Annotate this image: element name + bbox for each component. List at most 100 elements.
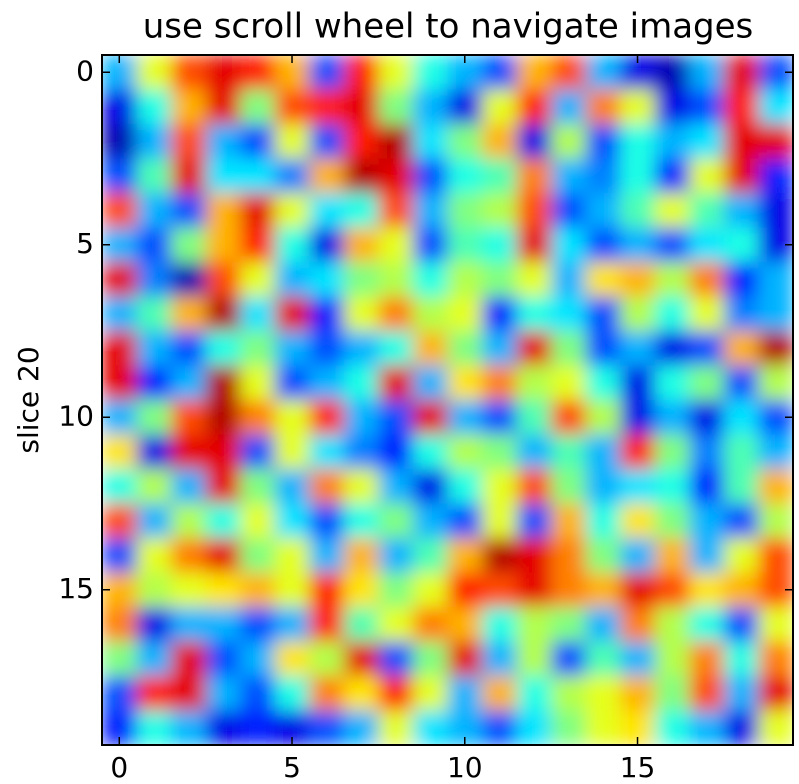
- heatmap-cell: [620, 296, 656, 332]
- heatmap-cell: [585, 710, 621, 745]
- heatmap-cell: [343, 572, 379, 608]
- heatmap-cell: [482, 89, 518, 125]
- heatmap-cell: [274, 262, 310, 298]
- heatmap-cell: [309, 607, 345, 643]
- heatmap-cell: [240, 158, 276, 194]
- heatmap-cell: [654, 124, 690, 160]
- heatmap-cell: [585, 538, 621, 574]
- heatmap-cell: [689, 365, 725, 401]
- heatmap-cell: [758, 503, 793, 539]
- heatmap-cell: [309, 227, 345, 263]
- heatmap-cell: [274, 503, 310, 539]
- heatmap-cell: [447, 469, 483, 505]
- heatmap-cell: [274, 434, 310, 470]
- heatmap-cell: [551, 158, 587, 194]
- heatmap-cell: [620, 503, 656, 539]
- heatmap-cell: [274, 124, 310, 160]
- heatmap-cell: [102, 89, 138, 125]
- heatmap-cell: [171, 676, 207, 712]
- heatmap-cell: [723, 296, 760, 332]
- heatmap-cell: [447, 124, 483, 160]
- heatmap-cell: [412, 89, 449, 125]
- heatmap-cell: [585, 124, 621, 160]
- heatmap-cell: [343, 158, 379, 194]
- heatmap-cell: [447, 434, 483, 470]
- heatmap-cell: [516, 503, 552, 539]
- image-area: [102, 55, 793, 745]
- heatmap-cell: [205, 434, 241, 470]
- heatmap-cell: [551, 365, 587, 401]
- heatmap-cell: [516, 469, 552, 505]
- heatmap-cell: [482, 124, 518, 160]
- heatmap-cell: [378, 89, 414, 125]
- heatmap-cell: [378, 538, 414, 574]
- heatmap-cell: [723, 503, 760, 539]
- heatmap-cell: [723, 89, 760, 125]
- heatmap-cell: [343, 676, 379, 712]
- heatmap-cell: [240, 710, 276, 745]
- heatmap-cell: [343, 538, 379, 574]
- heatmap-cell: [343, 503, 379, 539]
- heatmap-cell: [689, 331, 725, 367]
- heatmap-cell: [205, 607, 241, 643]
- heatmap-cell: [240, 193, 276, 229]
- heatmap-cell: [620, 227, 656, 263]
- heatmap-cell: [274, 365, 310, 401]
- y-tick-label: 10: [58, 399, 94, 432]
- heatmap-cell: [758, 89, 793, 125]
- heatmap-cell: [309, 262, 345, 298]
- heatmap-cell: [723, 572, 760, 608]
- heatmap-cell: [274, 400, 310, 436]
- heatmap-cell: [171, 434, 207, 470]
- heatmap-cell: [689, 503, 725, 539]
- heatmap-cell: [516, 331, 552, 367]
- heatmap-cell: [240, 469, 276, 505]
- heatmap-cell: [689, 434, 725, 470]
- heatmap-cell: [274, 641, 310, 677]
- heatmap-cell: [309, 676, 345, 712]
- heatmap-cell: [378, 262, 414, 298]
- heatmap-cell: [516, 296, 552, 332]
- heatmap-cell: [689, 89, 725, 125]
- heatmap-cell: [516, 607, 552, 643]
- heatmap-cell: [689, 607, 725, 643]
- heatmap-cell: [136, 227, 172, 263]
- heatmap-cell: [516, 262, 552, 298]
- heatmap-cell: [551, 331, 587, 367]
- heatmap-cell: [654, 538, 690, 574]
- axes-frame: [101, 54, 794, 746]
- heatmap-cell: [482, 503, 518, 539]
- heatmap-cell: [412, 572, 449, 608]
- heatmap-cell: [412, 710, 449, 745]
- heatmap-cell: [309, 89, 345, 125]
- heatmap-cell: [654, 262, 690, 298]
- heatmap-cell: [482, 572, 518, 608]
- heatmap-cell: [551, 193, 587, 229]
- heatmap-cell: [585, 400, 621, 436]
- heatmap-cell: [274, 89, 310, 125]
- heatmap-cell: [205, 710, 241, 745]
- x-tick-label: 0: [110, 751, 128, 784]
- heatmap-cell: [240, 296, 276, 332]
- heatmap-cell: [551, 262, 587, 298]
- heatmap-cell: [412, 538, 449, 574]
- heatmap-cell: [343, 331, 379, 367]
- heatmap-cell: [171, 607, 207, 643]
- heatmap-cell: [516, 641, 552, 677]
- heatmap-cell: [412, 400, 449, 436]
- heatmap-cell: [551, 55, 587, 91]
- heatmap-cell: [205, 158, 241, 194]
- heatmap-cell: [723, 400, 760, 436]
- heatmap-cell: [378, 434, 414, 470]
- heatmap-cell: [136, 331, 172, 367]
- heatmap-cell: [378, 365, 414, 401]
- heatmap-cell: [309, 469, 345, 505]
- heatmap-cell: [758, 469, 793, 505]
- heatmap-cell: [654, 296, 690, 332]
- heatmap-cell: [412, 469, 449, 505]
- heatmap-cell: [654, 400, 690, 436]
- heatmap-cell: [758, 124, 793, 160]
- heatmap-cell: [620, 262, 656, 298]
- heatmap-cell: [378, 227, 414, 263]
- heatmap-cell: [620, 158, 656, 194]
